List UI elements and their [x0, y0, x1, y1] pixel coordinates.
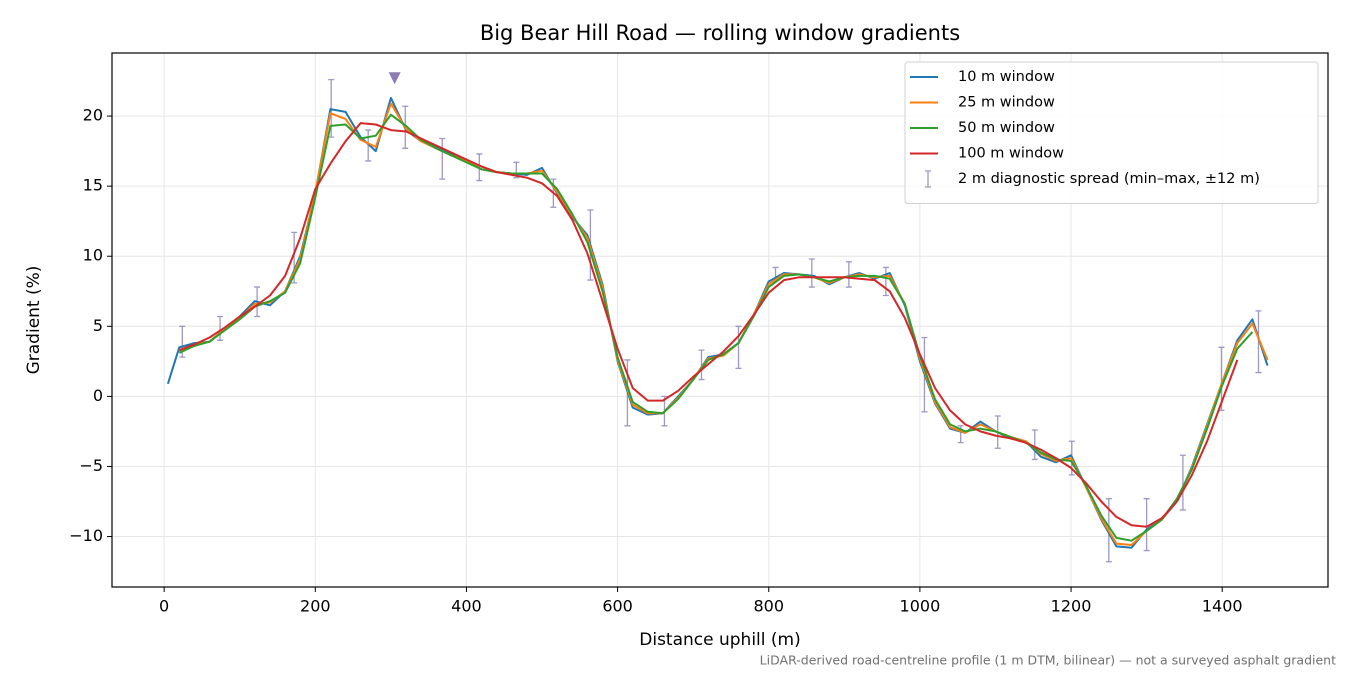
- legend-swatch: [925, 170, 931, 188]
- x-tick-label: 1000: [900, 597, 941, 616]
- x-tick-label: 0: [159, 597, 169, 616]
- footnote: LiDAR-derived road-centreline profile (1…: [760, 653, 1336, 668]
- y-tick-label: 20: [83, 106, 103, 125]
- legend-label: 2 m diagnostic spread (min–max, ±12 m): [958, 171, 1260, 187]
- error-bar: [439, 137, 446, 180]
- error-bar: [1179, 454, 1186, 511]
- x-tick-label: 800: [753, 597, 784, 616]
- error-bar: [882, 266, 889, 297]
- error-bar: [217, 315, 224, 341]
- y-tick-label: −5: [79, 456, 103, 475]
- x-tick-label: 1200: [1051, 597, 1092, 616]
- error-bar: [1255, 310, 1262, 374]
- x-tick-label: 600: [602, 597, 633, 616]
- legend-label: 10 m window: [958, 69, 1055, 85]
- error-bar: [365, 129, 372, 162]
- error-bar: [698, 349, 705, 381]
- x-tick-label: 200: [300, 597, 331, 616]
- y-tick-label: 0: [93, 386, 103, 405]
- y-axis-label: Gradient (%): [24, 266, 44, 375]
- legend-box: [904, 61, 1319, 204]
- y-tick-label: 10: [83, 246, 103, 265]
- y-tick-label: 5: [93, 316, 103, 335]
- error-bar: [845, 261, 852, 288]
- error-bar: [808, 258, 815, 288]
- error-bar: [735, 325, 742, 370]
- peak-marker: [388, 72, 401, 85]
- x-tick-label: 400: [451, 597, 482, 616]
- chart-title: Big Bear Hill Road — rolling window grad…: [480, 21, 960, 45]
- y-tick-label: −10: [69, 526, 103, 545]
- x-tick-label: 1400: [1202, 597, 1243, 616]
- legend-label: 25 m window: [958, 95, 1055, 111]
- y-tick-label: 15: [83, 176, 103, 195]
- error-bar: [1031, 429, 1038, 461]
- axes-frame: [111, 52, 1329, 588]
- series-line: [178, 122, 1239, 528]
- legend-label: 50 m window: [958, 120, 1055, 136]
- error-bar: [1143, 498, 1150, 552]
- x-axis-label: Distance uphill (m): [639, 630, 800, 650]
- legend-label: 100 m window: [958, 146, 1064, 162]
